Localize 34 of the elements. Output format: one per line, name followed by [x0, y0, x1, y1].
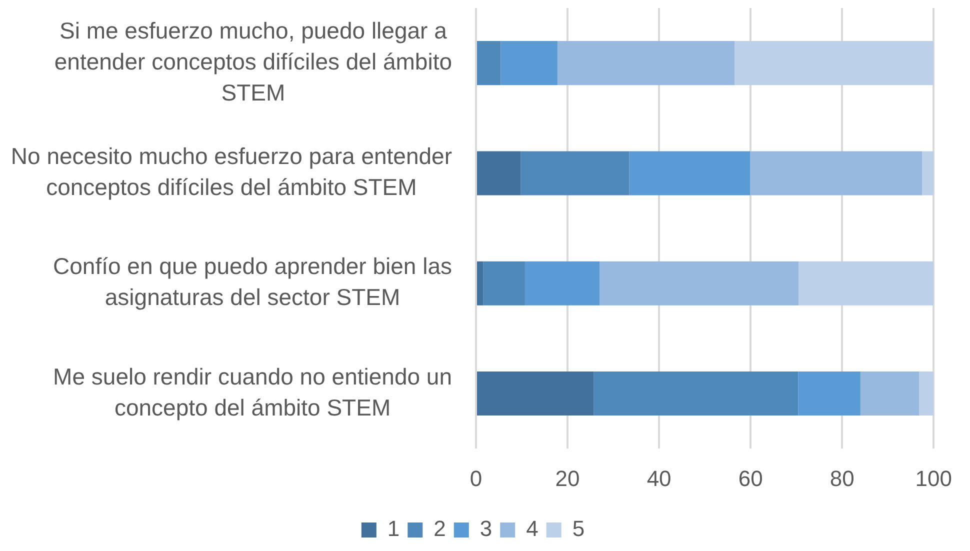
bar: [750, 151, 922, 196]
bar: [860, 371, 920, 416]
legend-label: 4: [526, 516, 538, 542]
bar: [922, 151, 934, 196]
x-tick-label: 20: [555, 466, 580, 491]
y-tick-label: Me suelo rendir cuando no entiendo un concepto del ámbito STEM: [53, 363, 452, 420]
bar: [524, 261, 600, 306]
legend-label: 5: [572, 516, 585, 542]
bar: [919, 371, 934, 416]
x-tick-label: 0: [470, 466, 482, 491]
bar: [600, 261, 799, 306]
x-tick-label: 100: [915, 466, 952, 491]
bar: [477, 41, 501, 86]
legend-label: 3: [480, 516, 492, 542]
bar: [629, 151, 750, 196]
x-tick-label: 40: [646, 466, 672, 491]
legend-label: 2: [434, 516, 446, 542]
bar: [500, 41, 558, 86]
bar: [477, 261, 484, 306]
y-tick-label: No necesito mucho esfuerzo para entender conceptos difíciles del ámbito STEM: [10, 143, 452, 200]
bar: [594, 371, 798, 416]
y-tick-label: Confío en que puedo aprender bien las asignaturas del sector STEM: [53, 253, 452, 310]
bar: [798, 371, 860, 416]
bar: [520, 151, 630, 196]
x-tick-label: 60: [738, 466, 763, 491]
bar: [477, 371, 594, 416]
bar: [483, 261, 525, 306]
bar: [798, 261, 934, 306]
bar: [734, 41, 934, 86]
bar: [557, 41, 735, 86]
legend-label: 1: [387, 516, 400, 542]
y-tick-label: Si me esfuerzo mucho, puedo llegar a entender conceptos difíciles del ámbito STEM: [54, 17, 452, 106]
bar: [477, 151, 521, 196]
x-tick-label: 80: [830, 466, 854, 491]
